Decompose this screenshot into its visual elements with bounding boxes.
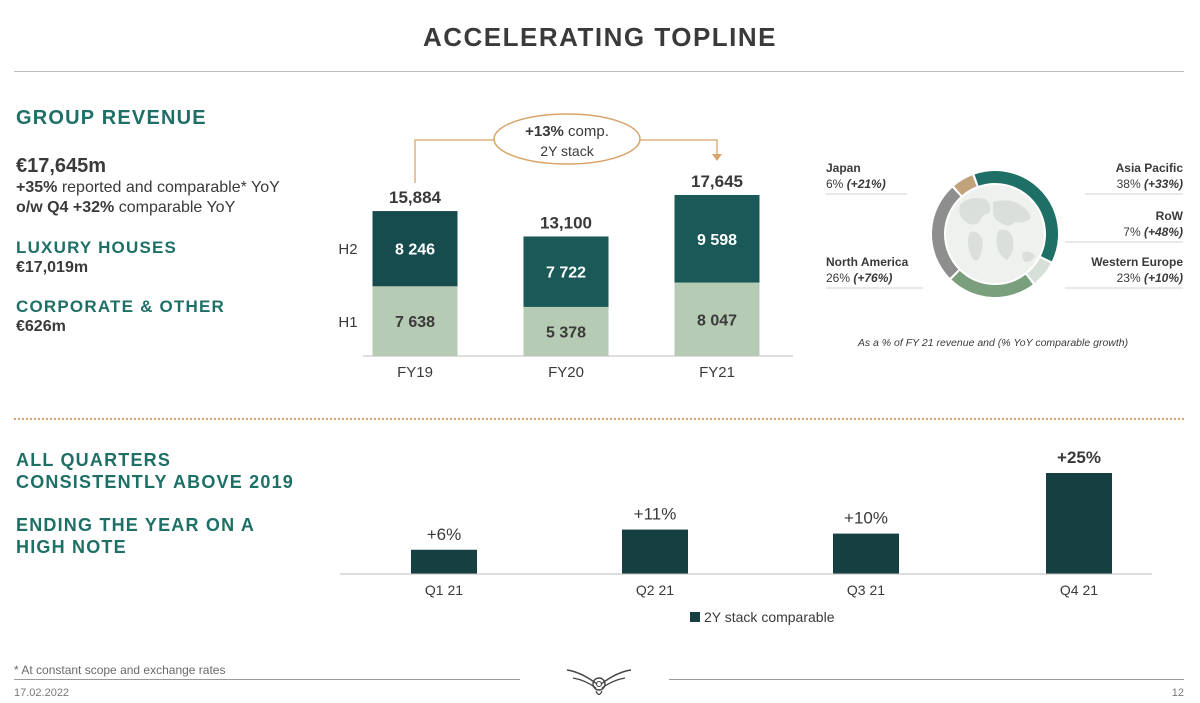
- quarter-bar-q1-21: [411, 549, 477, 574]
- h1-bar-fy19: [372, 286, 458, 356]
- world-map-icon: [946, 185, 1044, 283]
- region-growth: (+21%): [847, 177, 886, 191]
- region-name-label: North America: [826, 255, 909, 269]
- h1-value-label: 8 047: [697, 312, 737, 329]
- page-title: ACCELERATING TOPLINE: [422, 22, 778, 52]
- region-name-label: Asia Pacific: [1116, 161, 1184, 175]
- region-growth: (+48%): [1144, 225, 1183, 239]
- h2-value-label: 8 246: [395, 242, 435, 259]
- total-value-label: 15,884: [389, 188, 442, 207]
- kering-owl-logo: [566, 669, 632, 696]
- page-number: 12: [1171, 687, 1184, 699]
- q4-growth-line: o/w Q4 +32% comparable YoY: [16, 199, 235, 217]
- luxury-houses-heading: LUXURY HOUSES: [16, 238, 178, 257]
- h1-value-label: 5 378: [546, 324, 586, 341]
- legend-label: 2Y stack comparable: [704, 609, 835, 625]
- h2-bar-fy19: [372, 211, 458, 287]
- quarter-value-label: +11%: [634, 505, 677, 524]
- region-share-label: 23% (+10%): [1117, 271, 1183, 285]
- high-note-heading-line2: HIGH NOTE: [16, 537, 127, 557]
- total-value-label: 17,645: [691, 172, 743, 191]
- luxury-houses-value: €17,019m: [16, 259, 89, 276]
- donut-slice-japan: [954, 175, 977, 196]
- region-growth: (+76%): [853, 271, 892, 285]
- region-share-label: 38% (+33%): [1117, 177, 1183, 191]
- reported-growth-line: +35% reported and comparable* YoY: [16, 179, 280, 197]
- regional-revenue-donut: Asia Pacific 38% (+33%) RoW 7% (+48%) Wester…: [826, 161, 1184, 349]
- h2-bar-fy21: [674, 194, 760, 283]
- region-name-label: Western Europe: [1091, 255, 1183, 269]
- quarter-value-label: +10%: [844, 509, 888, 528]
- quarter-value-label: +6%: [427, 525, 462, 544]
- region-share: 6%: [826, 177, 847, 191]
- footer-rule-right: [669, 679, 1184, 680]
- quarter-bar-q2-21: [622, 529, 688, 574]
- h1-series-label: H1: [338, 314, 357, 331]
- reported-growth-bold: +35%: [16, 179, 58, 196]
- donut-slice-north-america: [932, 187, 961, 278]
- quarters-heading-line1: ALL QUARTERS: [16, 450, 172, 470]
- donut-slice-western-europe: [951, 270, 1033, 297]
- donut-footnote: As a % of FY 21 revenue and (% YoY compa…: [857, 337, 1128, 349]
- callout-bold: +13%: [525, 123, 564, 140]
- title-divider: [14, 71, 1184, 72]
- category-tick-label: FY21: [699, 364, 735, 381]
- region-share-label: 7% (+48%): [1123, 225, 1183, 239]
- h2-value-label: 7 722: [546, 265, 586, 282]
- footnote: * At constant scope and exchange rates: [14, 663, 226, 677]
- q4-growth-bold: o/w Q4 +32%: [16, 199, 115, 216]
- h1-bar-fy20: [523, 306, 609, 356]
- region-name-label: RoW: [1156, 209, 1184, 223]
- callout-arrow-head: [712, 154, 722, 161]
- callout-line1: +13% comp.: [525, 123, 609, 140]
- quarterly-growth-chart: +6% Q1 21 +11% Q2 21 +10% Q3 21 +25% Q4 21 2Y s…: [340, 448, 1152, 625]
- half-year-revenue-chart: 7 638 8 246 15,884 FY19 5 378 7 722 13,100 FY20…: [338, 113, 793, 381]
- region-growth: (+10%): [1144, 271, 1183, 285]
- quarter-tick-label: Q4 21: [1060, 582, 1098, 598]
- callout-connector-right: [640, 139, 718, 154]
- h2-bar-fy20: [523, 236, 609, 307]
- region-share-label: 6% (+21%): [826, 177, 886, 191]
- region-share: 23%: [1117, 271, 1144, 285]
- q4-growth-text: comparable YoY: [114, 199, 236, 216]
- quarters-heading: ALL QUARTERS CONSISTENTLY ABOVE 2019: [16, 449, 294, 493]
- donut-slice-asia-pacific: [974, 171, 1058, 262]
- callout-connector-left: [414, 139, 495, 183]
- category-tick-label: FY20: [548, 364, 584, 381]
- group-revenue-heading: GROUP REVENUE: [16, 107, 207, 129]
- quarter-tick-label: Q2 21: [636, 582, 674, 598]
- legend-swatch: [690, 612, 700, 622]
- region-share: 38%: [1117, 177, 1144, 191]
- section-divider: [14, 418, 1184, 420]
- quarter-bar-q4-21: [1046, 473, 1112, 574]
- h1-value-label: 7 638: [395, 314, 435, 331]
- quarter-bar-q3-21: [833, 533, 899, 574]
- quarter-tick-label: Q3 21: [847, 582, 885, 598]
- reported-growth-text: reported and comparable* YoY: [57, 179, 280, 196]
- region-name-label: Japan: [826, 161, 861, 175]
- region-growth: (+33%): [1144, 177, 1183, 191]
- total-value-label: 13,100: [540, 213, 592, 232]
- quarters-heading-line2: CONSISTENTLY ABOVE 2019: [16, 472, 295, 492]
- high-note-heading-line1: ENDING THE YEAR ON A: [16, 515, 256, 535]
- callout-comp: comp.: [564, 123, 609, 140]
- donut-slice-row: [1026, 257, 1051, 283]
- quarter-value-label: +25%: [1057, 448, 1101, 467]
- category-tick-label: FY19: [397, 364, 433, 381]
- region-share-label: 26% (+76%): [826, 271, 892, 285]
- corporate-other-value: €626m: [16, 318, 66, 335]
- high-note-heading: ENDING THE YEAR ON A HIGH NOTE: [16, 514, 255, 558]
- group-revenue-value: €17,645m: [16, 155, 107, 177]
- callout-line2: 2Y stack: [540, 143, 594, 159]
- h2-value-label: 9 598: [697, 232, 737, 249]
- footer-date: 17.02.2022: [14, 687, 70, 699]
- corporate-other-heading: CORPORATE & OTHER: [16, 297, 225, 316]
- h2-series-label: H2: [338, 241, 357, 258]
- quarter-tick-label: Q1 21: [425, 582, 463, 598]
- footer-rule-left: [14, 679, 520, 680]
- callout-ellipse: [493, 113, 641, 165]
- region-share: 26%: [826, 271, 853, 285]
- region-share: 7%: [1123, 225, 1144, 239]
- h1-bar-fy21: [674, 282, 760, 356]
